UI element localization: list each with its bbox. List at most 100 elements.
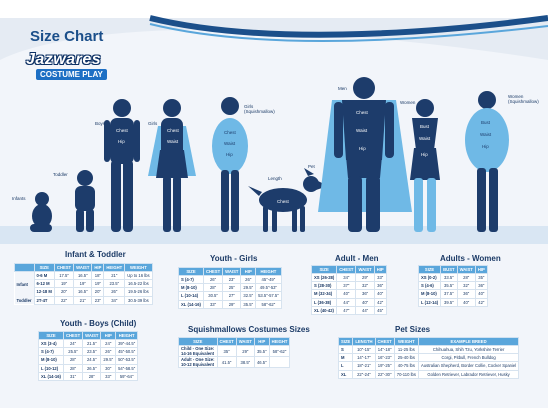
label-toddler: Toddler (53, 172, 68, 177)
table-cell: 50"-53.5" (115, 355, 139, 365)
woman-squishmallow-silhouette (465, 91, 509, 232)
table-header-cell: WAIST (355, 265, 375, 274)
table-cell: L (12-14) (417, 297, 442, 307)
table-cell: 22"-24" (352, 369, 376, 379)
table-cell: 17.5" (53, 270, 75, 281)
table-row: L (10-12) 28" 26.5" 30" 54"-58.5" (38, 363, 139, 373)
table-cell: 19" (91, 279, 105, 289)
table-header-cell: HIP (100, 331, 117, 340)
table-header-cell: HEIGHT (115, 331, 139, 340)
tag-womensq-bust: Bust (481, 120, 491, 125)
table-cell: 21" (73, 295, 93, 305)
table-cell: 20" (91, 287, 105, 297)
table-cell: 30.5-39 lbs (124, 295, 153, 305)
table-header-cell: SIZE (178, 337, 218, 346)
table-cell: 19.5-26 lbs (124, 287, 153, 297)
table-cell: XL (337, 369, 354, 379)
table-cell: 59"-64" (115, 371, 139, 381)
table-cell: 16.5-22 lbs (124, 279, 153, 289)
pet-title: Pet Sizes (395, 325, 431, 334)
table-cell: XL (14-16) (178, 299, 204, 309)
tag-womensq-waist: Waist (480, 132, 492, 137)
youth-boys-table: SIZE CHEST WAIST HIP HEIGHT XS (3-4) 24" 21.5" 2… (38, 331, 139, 381)
table-header-cell: HIP (240, 267, 257, 276)
table-cell: 31" (62, 371, 84, 381)
table-cell: 40" (336, 289, 357, 299)
table-cell: XL (14-16) (38, 371, 64, 381)
table-cell: 16.5" (73, 287, 93, 297)
table-cell: 10"-15" (352, 344, 376, 355)
tag-girls-chest: Chest (167, 128, 179, 133)
squish-title: Squishmallows Costumes Sizes (188, 325, 310, 334)
table-row: 12-18 M 20" 16.5" 20" 26" 19.5-26 lbs (15, 287, 153, 297)
table-cell: 38.5" (235, 356, 255, 368)
table-header-cell: CHEST (53, 263, 75, 272)
table-cell: S (28-30) (310, 281, 338, 291)
table-cell: 14"-18" (374, 344, 395, 355)
table-cell: 36" (355, 289, 375, 299)
table-cell: 23.5" (82, 347, 102, 357)
table-cell: Golden Retriever, Labrador Retriever, Hu… (417, 369, 520, 379)
table-cell: 25-40 lbs (393, 353, 419, 363)
label-pet: Pet (308, 164, 315, 169)
table-group-cell: Infant (14, 271, 35, 297)
tag-boys-hip: Hip (118, 139, 125, 144)
label-girls-squishmallow: Girls (Squishmallow) (244, 104, 275, 114)
tag-girlsq-hip: Hip (226, 152, 233, 157)
girl-squishmallow-silhouette (212, 97, 248, 232)
tag-womensq-hip: Hip (482, 144, 489, 149)
table-header-cell: HIP (474, 265, 488, 274)
table-header-cell: SIZE (417, 265, 442, 274)
table-row: S 10"-15" 14"-18" 11-25 lbs Chihuahua, Shih … (337, 344, 520, 355)
table-cell: 14"-17" (352, 353, 376, 363)
table-cell: 40" (355, 297, 375, 307)
table-header-cell: WAIST (222, 267, 242, 276)
tag-women-hip: Hip (421, 152, 428, 157)
table-cell: 27" (222, 291, 242, 301)
table-row: Adult - One Size: 10-12 Equivalent 41.5" 38… (178, 356, 291, 368)
brand-name: Jazwares (26, 51, 102, 68)
table-header-cell: SIZE (178, 267, 204, 276)
table-cell: M (32-34) (310, 289, 338, 299)
table-row: XL (14-16) 31" 28" 33" 59"-64" (38, 371, 139, 381)
table-cell: 44" (336, 297, 357, 307)
table-header-cell: CHEST (336, 265, 357, 274)
table-cell: 37" (336, 281, 357, 291)
table-cell: 19" (53, 279, 75, 289)
table-cell: 36" (474, 281, 488, 291)
table-header-cell: WAIST (235, 337, 255, 346)
table-cell: XS (0-2) (417, 272, 442, 283)
table-cell: 28" (62, 363, 84, 373)
table-cell: 26" (240, 274, 257, 285)
tag-women-waist: Waist (419, 136, 431, 141)
youth-girls-table: SIZE CHEST WAIST HIP HEIGHT S (4-7) 26" 23" 26" 4… (178, 267, 282, 309)
table-cell: XS (3-4) (38, 338, 64, 349)
table-cell: 20" (53, 287, 75, 297)
table-cell: 28" (82, 371, 102, 381)
table-row: 6-12 M 19" 19" 19" 23.5" 16.5-22 lbs (15, 279, 153, 289)
table-cell: XS (26-28) (310, 272, 338, 283)
table-cell: 26" (202, 274, 224, 285)
table-cell: 18"-21" (352, 361, 376, 371)
table-cell: 35.5" (240, 299, 257, 309)
table-cell: 37.5" (440, 289, 458, 299)
table-cell: 24" (100, 338, 117, 349)
infant-silhouette (30, 192, 52, 232)
table-cell: 44" (355, 305, 375, 315)
tag-men-hip: Hip (359, 146, 366, 151)
table-cell: S (337, 344, 354, 355)
table-cell: 29" (222, 299, 242, 309)
table-header-cell: SIZE (38, 331, 64, 340)
table-row: XL (14-16) 33" 29" 35.5" 58"-62" (178, 299, 282, 309)
table-row: XS (0-2) 33.5" 28" 35" (417, 272, 488, 283)
table-cell: L (10-14) (178, 291, 204, 301)
table-cell: 19"-25" (374, 361, 395, 371)
table-cell: 29.5" (100, 355, 117, 365)
table-cell: Up to 16 lbs (124, 270, 153, 281)
table-cell: M (8-10) (38, 355, 64, 365)
table-row: Infant 0-6 M 17.5" 16.5" 18" 21" Up to 16 lbs (14, 270, 153, 297)
table-cell: 28" (202, 283, 224, 293)
table-cell: Australian Shepherd, Border Collie, Cock… (417, 361, 520, 371)
table-cell: 49.5"-53" (255, 283, 282, 293)
table-header-row: SIZE LENGTH CHEST WEIGHT EXAMPLE BREED (337, 337, 520, 346)
